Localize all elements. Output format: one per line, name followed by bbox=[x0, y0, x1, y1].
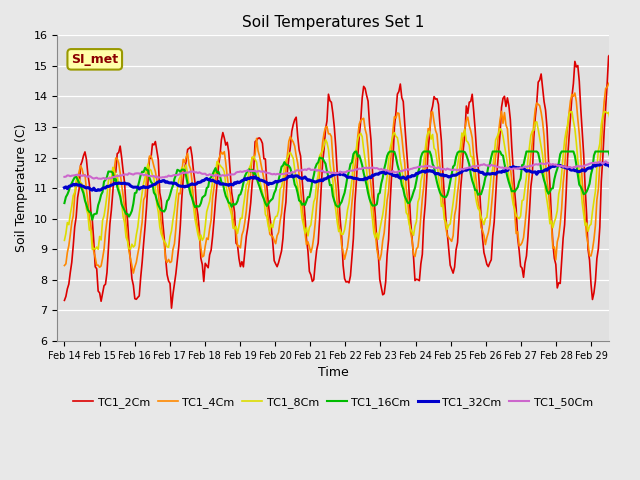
TC1_50Cm bbox=[546, 161, 554, 167]
TC1_2Cm bbox=[622, 280, 630, 286]
TC1_32Cm bbox=[79, 183, 87, 189]
TC1_2Cm bbox=[463, 103, 470, 109]
TC1_8Cm bbox=[566, 109, 574, 115]
TC1_8Cm bbox=[622, 215, 630, 221]
TC1_8Cm bbox=[621, 229, 628, 235]
TC1_16Cm bbox=[351, 149, 358, 155]
TC1_8Cm bbox=[61, 238, 68, 243]
TC1_8Cm bbox=[79, 187, 87, 193]
Line: TC1_4Cm: TC1_4Cm bbox=[65, 82, 626, 273]
TC1_32Cm bbox=[93, 188, 100, 193]
TC1_8Cm bbox=[351, 152, 358, 157]
TC1_16Cm bbox=[622, 171, 630, 177]
TC1_8Cm bbox=[546, 221, 554, 227]
TC1_16Cm bbox=[464, 156, 472, 162]
TC1_4Cm bbox=[97, 263, 105, 269]
TC1_50Cm bbox=[61, 174, 68, 180]
Line: TC1_16Cm: TC1_16Cm bbox=[65, 152, 626, 220]
Line: TC1_32Cm: TC1_32Cm bbox=[65, 163, 626, 191]
TC1_2Cm bbox=[351, 200, 358, 206]
TC1_16Cm bbox=[61, 200, 68, 206]
TC1_32Cm bbox=[546, 165, 554, 171]
TC1_4Cm bbox=[606, 79, 614, 84]
TC1_4Cm bbox=[351, 165, 358, 170]
TC1_2Cm bbox=[97, 299, 105, 304]
TC1_2Cm bbox=[61, 298, 68, 303]
TC1_4Cm bbox=[463, 118, 470, 123]
TC1_16Cm bbox=[621, 178, 628, 183]
Line: TC1_50Cm: TC1_50Cm bbox=[65, 161, 626, 179]
TC1_32Cm bbox=[61, 185, 68, 191]
TC1_50Cm bbox=[79, 172, 87, 178]
TC1_32Cm bbox=[621, 166, 628, 172]
Line: TC1_2Cm: TC1_2Cm bbox=[65, 54, 626, 308]
TC1_4Cm bbox=[546, 206, 554, 212]
TC1_4Cm bbox=[621, 250, 628, 256]
TC1_50Cm bbox=[97, 176, 105, 182]
TC1_4Cm bbox=[622, 253, 630, 259]
TC1_16Cm bbox=[548, 186, 556, 192]
TC1_2Cm bbox=[79, 153, 87, 159]
TC1_32Cm bbox=[463, 168, 470, 173]
TC1_50Cm bbox=[102, 176, 109, 182]
TC1_2Cm bbox=[546, 182, 554, 188]
TC1_16Cm bbox=[79, 191, 87, 196]
TC1_16Cm bbox=[99, 189, 106, 195]
TC1_4Cm bbox=[79, 173, 87, 179]
Text: SI_met: SI_met bbox=[71, 53, 118, 66]
TC1_2Cm bbox=[621, 256, 628, 262]
TC1_8Cm bbox=[463, 138, 470, 144]
TC1_2Cm bbox=[168, 305, 175, 311]
TC1_32Cm bbox=[99, 186, 106, 192]
TC1_8Cm bbox=[99, 217, 106, 223]
TC1_4Cm bbox=[129, 270, 137, 276]
TC1_4Cm bbox=[61, 263, 68, 268]
Title: Soil Temperatures Set 1: Soil Temperatures Set 1 bbox=[242, 15, 424, 30]
TC1_50Cm bbox=[602, 158, 609, 164]
TC1_50Cm bbox=[351, 167, 358, 172]
TC1_2Cm bbox=[608, 51, 616, 57]
Legend: TC1_2Cm, TC1_4Cm, TC1_8Cm, TC1_16Cm, TC1_32Cm, TC1_50Cm: TC1_2Cm, TC1_4Cm, TC1_8Cm, TC1_16Cm, TC1… bbox=[68, 393, 597, 412]
TC1_50Cm bbox=[622, 163, 630, 169]
TC1_50Cm bbox=[621, 163, 628, 169]
TC1_16Cm bbox=[353, 149, 360, 155]
TC1_16Cm bbox=[88, 217, 96, 223]
TC1_32Cm bbox=[351, 176, 358, 181]
TC1_8Cm bbox=[88, 246, 96, 252]
X-axis label: Time: Time bbox=[317, 366, 348, 379]
TC1_32Cm bbox=[622, 165, 630, 171]
TC1_50Cm bbox=[463, 166, 470, 171]
TC1_32Cm bbox=[600, 160, 608, 166]
Y-axis label: Soil Temperature (C): Soil Temperature (C) bbox=[15, 124, 28, 252]
Line: TC1_8Cm: TC1_8Cm bbox=[65, 112, 626, 249]
